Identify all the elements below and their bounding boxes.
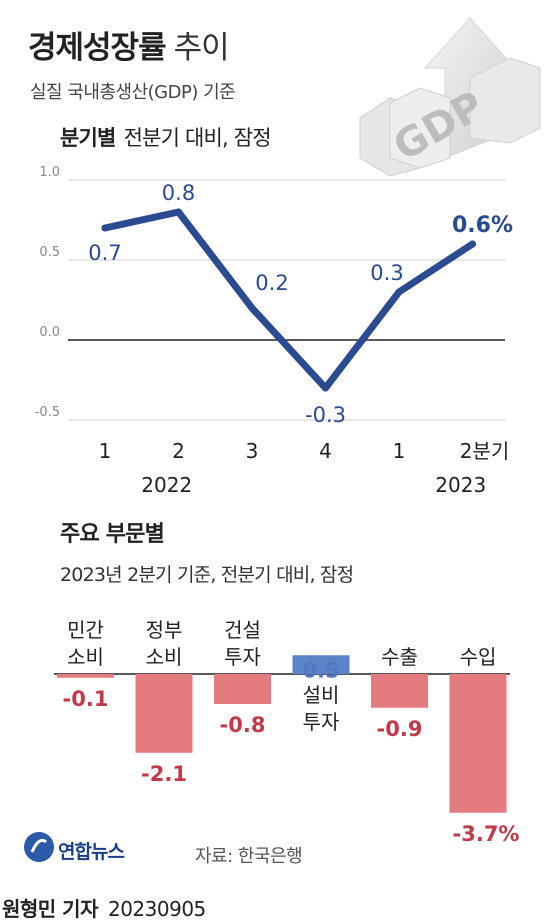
sector-category-label: 수출 <box>381 645 418 669</box>
sector-value-label: -0.8 <box>220 713 266 737</box>
data-label: 0.8 <box>162 181 195 205</box>
sectors-note: 2023년 2분기 기준, 전분기 대비, 잠정 <box>60 564 354 586</box>
x-tick-label: 4 <box>319 439 332 463</box>
yonhap-logo-icon <box>24 832 54 862</box>
data-point <box>101 224 109 232</box>
sector-category-label: 수입 <box>460 645 497 669</box>
sector-category-label: 소비 <box>146 645 183 669</box>
data-label: -0.3 <box>305 403 346 427</box>
y-tick-label: -0.5 <box>35 405 60 420</box>
data-point <box>175 208 182 216</box>
year-label: 2022 <box>141 473 192 497</box>
sector-bar <box>57 674 114 678</box>
sector-value-label: -0.9 <box>377 717 423 741</box>
x-tick-label: 1 <box>393 439 406 463</box>
page-subtitle: 실질 국내총생산(GDP) 기준 <box>30 82 236 103</box>
y-tick-label: 1.0 <box>39 165 60 180</box>
quarterly-heading-note: 전분기 대비, 잠정 <box>123 126 272 150</box>
sector-category-label: 건설 <box>224 618 261 642</box>
data-point <box>248 304 256 312</box>
publish-date: 20230905 <box>107 897 206 921</box>
year-label: 2023 <box>435 473 486 497</box>
data-point <box>322 384 329 392</box>
sector-category-label: 소비 <box>67 645 104 669</box>
sectors-title: 주요 부문별 <box>60 522 165 547</box>
sector-category-label: 정부 <box>146 618 183 642</box>
sector-value-label: 0.5 <box>302 658 339 682</box>
growth-series-line <box>101 208 476 392</box>
sector-value-label: -2.1 <box>141 762 187 786</box>
sector-value-label: -0.1 <box>63 687 109 711</box>
quarterly-heading: 분기별 전분기 대비, 잠정 <box>60 122 272 152</box>
sector-category-label: 민간 <box>67 618 104 642</box>
reporter-name: 원형민 기자 <box>2 897 98 921</box>
quarterly-growth-line-chart: 1.0 0.5 0.0 -0.5 0.7 0.8 0.2 -0.3 0.3 0.6% 1 2 3 4 1 2분… <box>35 165 513 497</box>
x-tick-label: 3 <box>246 439 259 463</box>
sector-category-label: 투자 <box>303 710 340 734</box>
data-label: 0.3 <box>370 261 403 285</box>
sector-bar <box>292 655 350 674</box>
sector-category-label: 설비 <box>303 683 340 707</box>
data-point <box>469 240 476 248</box>
sector-value-label: -3.7% <box>453 822 520 846</box>
yonhap-logo-text: 연합뉴스 <box>58 841 125 863</box>
source-note: 자료: 한국은행 <box>195 846 303 867</box>
x-tick-label: 1 <box>99 439 112 463</box>
title-suffix: 추이 <box>173 30 230 66</box>
x-tick-label: 2 <box>172 439 185 463</box>
page-title: 경제성장률 추이 <box>28 22 230 67</box>
sector-category-label: 투자 <box>224 645 261 669</box>
data-point <box>395 288 403 296</box>
credit-line: 원형민 기자 20230905 <box>2 893 206 922</box>
quarterly-heading-bold: 분기별 <box>60 126 116 150</box>
sector-bar <box>135 674 193 753</box>
sector-bar <box>371 674 428 708</box>
sector-bar <box>449 674 507 813</box>
title-main-text: 경제성장률 <box>28 30 167 66</box>
sector-bar <box>214 674 271 704</box>
y-tick-label: 0.0 <box>39 325 60 340</box>
data-label: 0.2 <box>255 271 288 295</box>
gdp-arrow-illustration: GDP <box>359 17 541 177</box>
x-tick-label: 2분기 <box>460 439 510 463</box>
data-label: 0.7 <box>88 241 121 265</box>
data-label: 0.6% <box>452 213 513 238</box>
y-tick-label: 0.5 <box>39 245 60 260</box>
